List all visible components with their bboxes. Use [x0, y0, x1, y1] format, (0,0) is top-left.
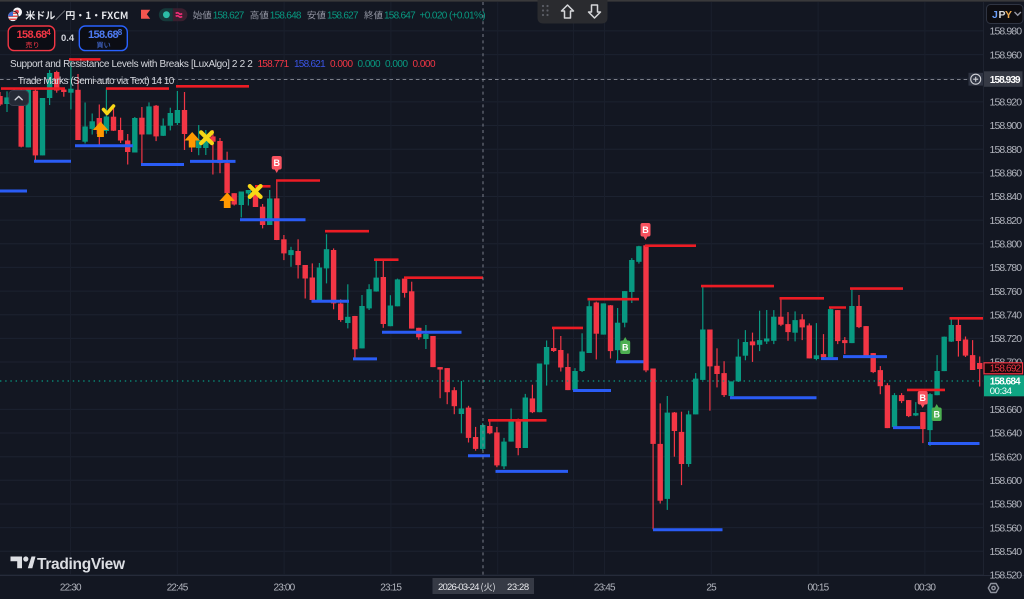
svg-text:22:45: 22:45 — [167, 583, 189, 594]
svg-text:P: P — [999, 9, 1006, 21]
svg-text:158.520: 158.520 — [990, 570, 1023, 582]
svg-text:158.780: 158.780 — [990, 262, 1023, 274]
svg-text:158.760: 158.760 — [990, 286, 1023, 298]
svg-text:158.900: 158.900 — [990, 120, 1023, 132]
svg-text:TradingView: TradingView — [37, 556, 126, 573]
svg-text:158.600: 158.600 — [990, 475, 1023, 487]
svg-text:158.627: 158.627 — [327, 11, 359, 22]
svg-text:158.648: 158.648 — [270, 11, 302, 22]
svg-text:B: B — [622, 342, 629, 352]
svg-text:158.880: 158.880 — [990, 144, 1023, 156]
svg-text:158.560: 158.560 — [990, 522, 1023, 534]
svg-text:158.692: 158.692 — [990, 364, 1022, 375]
svg-text:00:30: 00:30 — [914, 583, 936, 594]
svg-text:158.860: 158.860 — [990, 168, 1023, 180]
svg-text:158.740: 158.740 — [990, 309, 1023, 321]
svg-text:0.000: 0.000 — [413, 59, 436, 70]
svg-text:2026-03-24: 2026-03-24 — [438, 582, 479, 593]
svg-text:158.540: 158.540 — [990, 546, 1023, 558]
svg-text:+0.020 (+0.01%): +0.020 (+0.01%) — [420, 11, 486, 22]
svg-text:158.820: 158.820 — [990, 215, 1023, 227]
svg-text:158.960: 158.960 — [990, 49, 1023, 61]
svg-text:158.68: 158.68 — [88, 29, 119, 41]
svg-text:0.000: 0.000 — [330, 59, 353, 70]
svg-text:158.580: 158.580 — [990, 499, 1023, 511]
svg-text:158.68: 158.68 — [17, 29, 48, 41]
svg-text:158.647: 158.647 — [384, 11, 416, 22]
svg-text:158.771: 158.771 — [258, 59, 290, 70]
svg-text:0.000: 0.000 — [358, 59, 381, 70]
svg-text:23:28: 23:28 — [507, 582, 529, 593]
svg-text:158.640: 158.640 — [990, 428, 1023, 440]
svg-text:B: B — [919, 393, 926, 403]
svg-text:B: B — [933, 409, 940, 419]
svg-text:00:34: 00:34 — [990, 386, 1012, 397]
svg-text:158.660: 158.660 — [990, 404, 1023, 416]
svg-text:B: B — [642, 225, 649, 235]
svg-text:00:15: 00:15 — [808, 583, 830, 594]
svg-text:158.627: 158.627 — [213, 11, 245, 22]
svg-text:B: B — [273, 158, 280, 168]
svg-text:158.720: 158.720 — [990, 333, 1023, 345]
svg-text:22:30: 22:30 — [60, 583, 82, 594]
svg-text:Y: Y — [1005, 9, 1012, 21]
svg-text:Trade Marks (Semi-auto via Tex: Trade Marks (Semi-auto via Text) 14 10 — [18, 76, 175, 87]
svg-text:J: J — [992, 9, 998, 21]
svg-text:Support and Resistance Levels: Support and Resistance Levels with Break… — [10, 59, 253, 70]
svg-text:23:45: 23:45 — [594, 583, 616, 594]
svg-text:0.4: 0.4 — [61, 33, 75, 44]
svg-text:158.939: 158.939 — [990, 75, 1021, 86]
svg-text:158.920: 158.920 — [990, 97, 1023, 109]
svg-text:158.980: 158.980 — [990, 26, 1023, 38]
svg-text:25: 25 — [706, 583, 717, 594]
svg-text:23:15: 23:15 — [380, 583, 402, 594]
svg-text:158.840: 158.840 — [990, 191, 1023, 203]
svg-text:158.800: 158.800 — [990, 239, 1023, 251]
svg-text:8: 8 — [118, 28, 123, 37]
svg-text:4: 4 — [46, 28, 51, 37]
svg-text:0.000: 0.000 — [385, 59, 408, 70]
svg-text:158.684: 158.684 — [990, 377, 1021, 388]
svg-text:158.620: 158.620 — [990, 451, 1023, 463]
svg-text:158.621: 158.621 — [294, 59, 326, 70]
svg-text:23:00: 23:00 — [274, 583, 296, 594]
